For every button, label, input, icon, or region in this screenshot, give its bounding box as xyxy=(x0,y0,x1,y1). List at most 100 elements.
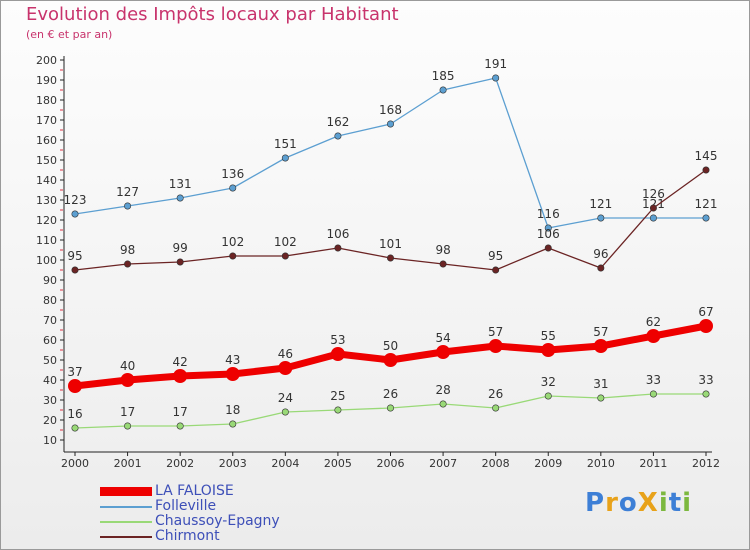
data-label: 16 xyxy=(67,407,82,421)
data-label: 17 xyxy=(173,405,188,419)
data-label: 99 xyxy=(173,241,188,255)
legend-item: Chaussoy-Epagny xyxy=(100,513,360,529)
data-label: 18 xyxy=(225,403,240,417)
x-tick-label: 2010 xyxy=(587,457,615,470)
x-tick-label: 2000 xyxy=(61,457,89,470)
y-tick-label: 80 xyxy=(43,294,57,307)
data-point xyxy=(597,214,605,222)
data-point xyxy=(229,420,237,428)
data-point xyxy=(71,210,79,218)
data-label: 162 xyxy=(326,115,349,129)
data-point xyxy=(439,260,447,268)
data-point xyxy=(439,86,447,94)
y-tick-label: 50 xyxy=(43,354,57,367)
data-label: 33 xyxy=(698,373,713,387)
data-label: 131 xyxy=(169,177,192,191)
data-point xyxy=(597,264,605,272)
legend-swatch xyxy=(100,536,152,538)
data-label: 95 xyxy=(67,249,82,263)
data-label: 168 xyxy=(379,103,402,117)
data-label: 43 xyxy=(225,353,240,367)
data-label: 57 xyxy=(593,325,608,339)
y-tick-label: 130 xyxy=(36,194,57,207)
y-tick-label: 180 xyxy=(36,94,57,107)
data-point xyxy=(544,224,552,232)
y-tick-label: 100 xyxy=(36,254,57,267)
data-label: 62 xyxy=(646,315,661,329)
data-point xyxy=(176,258,184,266)
legend-swatch xyxy=(100,521,152,523)
y-tick-label: 70 xyxy=(43,314,57,327)
x-tick-label: 2006 xyxy=(377,457,405,470)
x-tick-label: 2005 xyxy=(324,457,352,470)
data-point xyxy=(334,132,342,140)
x-tick-label: 2002 xyxy=(166,457,194,470)
y-tick-label: 150 xyxy=(36,154,57,167)
data-point xyxy=(334,244,342,252)
logo-letter: P xyxy=(585,488,606,518)
data-point xyxy=(702,166,710,174)
data-point xyxy=(492,266,500,274)
data-label: 106 xyxy=(326,227,349,241)
data-point xyxy=(544,244,552,252)
data-label: 26 xyxy=(383,387,398,401)
y-tick-label: 170 xyxy=(36,114,57,127)
data-point xyxy=(68,379,82,393)
data-label: 25 xyxy=(330,389,345,403)
data-point xyxy=(646,329,661,343)
logo-letter: i xyxy=(658,488,669,518)
y-tick-label: 120 xyxy=(36,214,57,227)
data-point xyxy=(281,154,289,162)
data-point xyxy=(173,369,188,383)
data-label: 57 xyxy=(488,325,503,339)
legend-item: Chirmont xyxy=(100,528,360,544)
x-tick-label: 2004 xyxy=(271,457,299,470)
data-label: 127 xyxy=(116,185,139,199)
proxiti-logo: ProXiti xyxy=(585,488,692,518)
legend-swatch xyxy=(100,506,152,508)
x-tick-label: 2007 xyxy=(429,457,457,470)
data-point xyxy=(597,394,605,402)
data-point xyxy=(386,254,394,262)
data-point xyxy=(383,353,398,367)
data-point xyxy=(702,390,710,398)
y-tick-label: 140 xyxy=(36,174,57,187)
x-tick-label: 2012 xyxy=(692,457,720,470)
x-tick-label: 2009 xyxy=(534,457,562,470)
data-label: 151 xyxy=(274,137,297,151)
data-label: 102 xyxy=(221,235,244,249)
data-label: 136 xyxy=(221,167,244,181)
data-label: 37 xyxy=(67,365,82,379)
data-label: 121 xyxy=(589,197,612,211)
data-label: 42 xyxy=(173,355,188,369)
y-tick-label: 160 xyxy=(36,134,57,147)
data-label: 126 xyxy=(642,187,665,201)
legend-swatch xyxy=(100,487,152,496)
data-point xyxy=(386,404,394,412)
x-tick-label: 2011 xyxy=(639,457,667,470)
data-point xyxy=(225,367,240,381)
y-tick-label: 10 xyxy=(43,434,57,447)
data-label: 33 xyxy=(646,373,661,387)
chart-legend: LA FALOISE Folleville Chaussoy-Epagny Chirm… xyxy=(100,483,360,544)
data-point xyxy=(436,345,451,359)
data-point xyxy=(492,404,500,412)
data-label: 50 xyxy=(383,339,398,353)
x-tick-label: 2008 xyxy=(482,457,510,470)
data-label: 145 xyxy=(695,149,718,163)
data-label: 40 xyxy=(120,359,135,373)
data-point xyxy=(386,120,394,128)
data-point xyxy=(334,406,342,414)
data-label: 17 xyxy=(120,405,135,419)
data-point xyxy=(124,202,132,210)
data-point xyxy=(71,266,79,274)
legend-label: Chaussoy-Epagny xyxy=(155,513,280,529)
data-label: 98 xyxy=(120,243,135,257)
data-point xyxy=(229,184,237,192)
x-tick-label: 2003 xyxy=(219,457,247,470)
data-label: 32 xyxy=(541,375,556,389)
data-point xyxy=(593,339,608,353)
data-point xyxy=(330,347,345,361)
data-point xyxy=(281,408,289,416)
